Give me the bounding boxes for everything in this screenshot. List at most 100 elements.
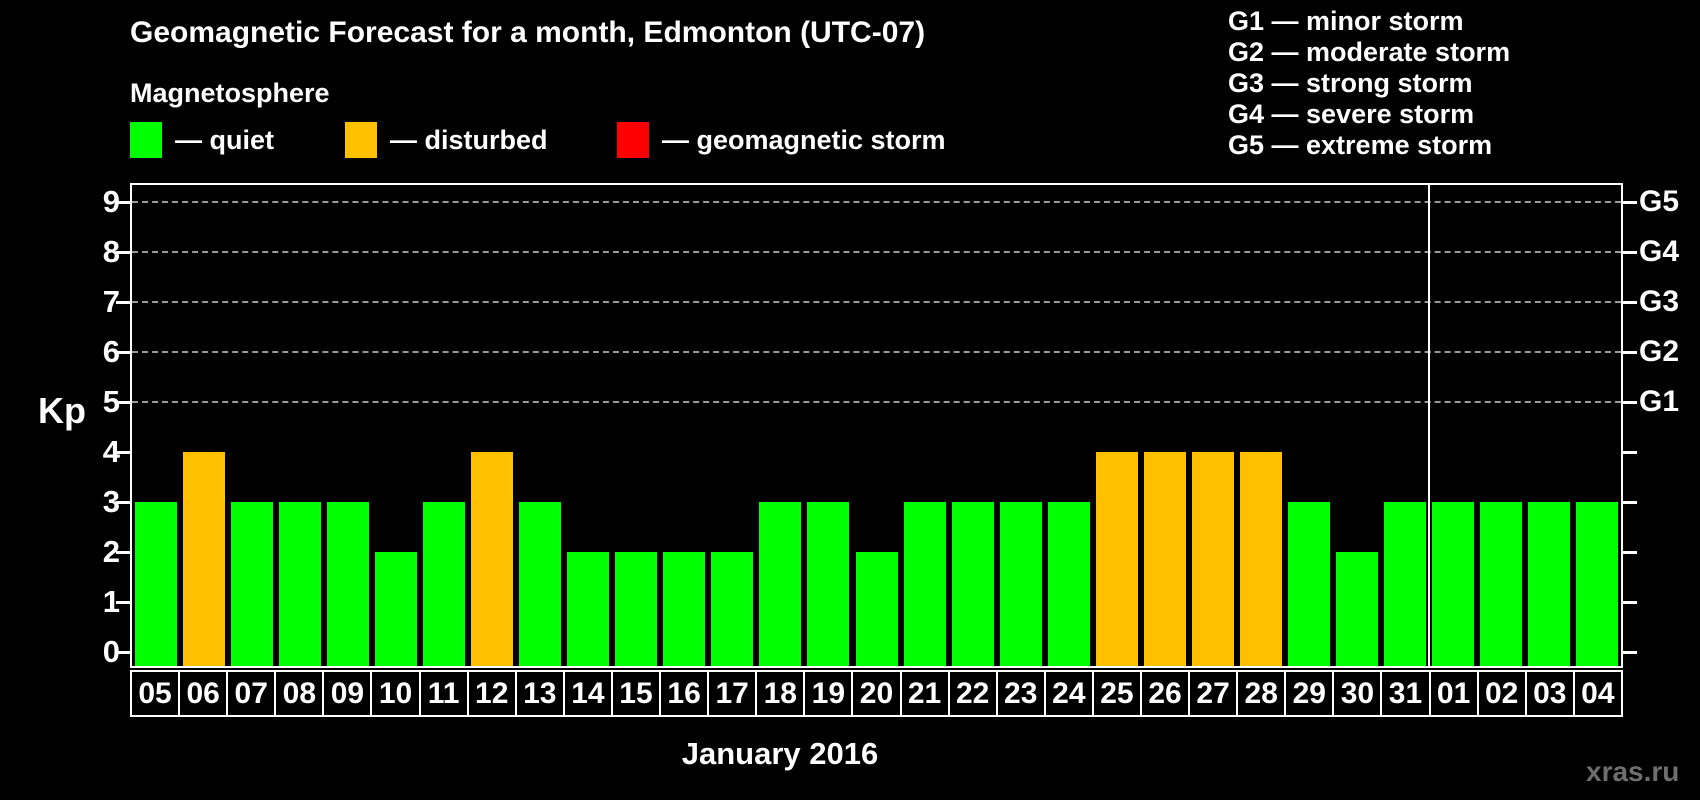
right-tick-kp3 <box>1623 501 1637 504</box>
day-cell-12: 12 <box>467 671 516 716</box>
kp-bar-day-23 <box>999 502 1042 666</box>
kp-bar-day-08 <box>279 502 322 666</box>
day-cell-10: 10 <box>371 671 420 716</box>
gridline-kp5 <box>132 401 1621 403</box>
kp-bar-day-24 <box>1047 502 1090 666</box>
legend-label-disturbed: — disturbed <box>390 124 548 155</box>
g5-legend-line: G5 — extreme storm <box>1228 130 1493 160</box>
kp-bar-day-01 <box>1431 502 1474 666</box>
right-label-g2: G2 <box>1639 335 1680 368</box>
left-tick-kp0 <box>116 651 130 654</box>
legend-label-quiet: — quiet <box>175 124 274 155</box>
kp-bar-day-25 <box>1095 452 1138 666</box>
right-tick-kp6 <box>1623 351 1637 354</box>
right-label-g1: G1 <box>1639 385 1680 418</box>
day-cell-15: 15 <box>611 671 661 716</box>
g4-legend-line: G4 — severe storm <box>1228 99 1475 129</box>
watermark: xras.ru <box>1586 756 1680 787</box>
storm-scale-legend: G1 — minor storm G2 — moderate storm G3 … <box>1228 6 1510 161</box>
kp-bar-day-18 <box>759 502 802 666</box>
right-tick-kp4 <box>1623 451 1637 454</box>
kp-bar-chart <box>130 183 1623 668</box>
y-tick-label-8: 8 <box>102 234 120 269</box>
gridline-kp8 <box>132 251 1621 253</box>
kp-bar-day-30 <box>1335 552 1378 666</box>
legend-item-quiet: — quiet <box>130 120 274 160</box>
day-cell-11: 11 <box>419 671 468 716</box>
day-cell-21: 21 <box>900 671 949 716</box>
day-cell-24: 24 <box>1044 671 1093 716</box>
left-tick-kp3 <box>116 501 130 504</box>
y-tick-label-1: 1 <box>102 584 120 619</box>
kp-bar-day-06 <box>183 452 226 666</box>
day-cell-13: 13 <box>515 671 564 716</box>
storm-color-swatch <box>617 122 649 158</box>
disturbed-color-swatch <box>345 122 377 158</box>
day-cell-22: 22 <box>948 671 997 716</box>
kp-bar-day-22 <box>951 502 994 666</box>
kp-bar-day-05 <box>135 502 178 666</box>
day-cell-01: 01 <box>1429 671 1478 716</box>
day-cell-07: 07 <box>227 671 276 716</box>
kp-bar-day-31 <box>1383 502 1426 666</box>
kp-bar-day-11 <box>423 502 466 666</box>
kp-bar-day-28 <box>1239 452 1282 666</box>
day-cell-25: 25 <box>1092 671 1141 716</box>
day-cell-03: 03 <box>1525 671 1574 716</box>
legend-label-storm: — geomagnetic storm <box>662 124 946 155</box>
y-tick-label-2: 2 <box>102 534 120 569</box>
g1-legend-line: G1 — minor storm <box>1228 6 1464 36</box>
left-tick-kp9 <box>116 201 130 204</box>
kp-bar-day-14 <box>567 552 610 666</box>
x-axis-day-labels: 05 06 07 08 09 10 11 12 13 14 15 16 17 18 19 20 21 22 23 24… <box>130 670 1623 717</box>
gridline-kp9 <box>132 201 1621 203</box>
left-tick-kp6 <box>116 351 130 354</box>
gridline-kp6 <box>132 351 1621 353</box>
kp-bar-day-07 <box>231 502 274 666</box>
kp-bar-day-12 <box>471 452 514 666</box>
kp-bar-day-20 <box>855 552 898 666</box>
right-tick-kp5 <box>1623 401 1637 404</box>
g2-legend-line: G2 — moderate storm <box>1228 37 1511 67</box>
day-cell-04: 04 <box>1573 671 1622 716</box>
kp-bar-day-16 <box>663 552 706 666</box>
day-cell-16: 16 <box>660 671 709 716</box>
kp-bar-day-19 <box>807 502 850 666</box>
right-tick-kp9 <box>1623 201 1637 204</box>
day-cell-28: 28 <box>1237 671 1286 716</box>
day-cell-08: 08 <box>275 671 324 716</box>
day-cell-02: 02 <box>1477 671 1526 716</box>
left-tick-kp8 <box>116 251 130 254</box>
day-cell-20: 20 <box>852 671 901 716</box>
gridline-kp7 <box>132 301 1621 303</box>
kp-bar-day-29 <box>1287 502 1330 666</box>
day-cell-06: 06 <box>179 671 228 716</box>
magnetosphere-label: Magnetosphere <box>130 78 330 108</box>
y-tick-label-5: 5 <box>102 384 120 419</box>
right-label-g5: G5 <box>1639 185 1680 218</box>
right-tick-kp2 <box>1623 551 1637 554</box>
left-tick-kp5 <box>116 401 130 404</box>
legend-item-storm: — geomagnetic storm <box>617 120 946 160</box>
right-tick-kp1 <box>1623 601 1637 604</box>
kp-bar-day-26 <box>1143 452 1186 666</box>
right-tick-kp8 <box>1623 251 1637 254</box>
y-tick-label-6: 6 <box>102 334 120 369</box>
g3-legend-line: G3 — strong storm <box>1228 68 1473 98</box>
kp-bar-day-09 <box>327 502 370 666</box>
right-tick-kp0 <box>1623 651 1637 654</box>
day-cell-05: 05 <box>131 671 180 716</box>
day-cell-18: 18 <box>756 671 805 716</box>
kp-bar-day-03 <box>1527 502 1570 666</box>
y-tick-label-4: 4 <box>102 434 120 469</box>
month-boundary-line <box>1427 185 1430 666</box>
day-cell-14: 14 <box>563 671 612 716</box>
y-tick-label-0: 0 <box>102 634 120 669</box>
left-tick-kp1 <box>116 601 130 604</box>
kp-bar-day-17 <box>711 552 754 666</box>
left-tick-kp7 <box>116 301 130 304</box>
y-axis-label: Kp <box>38 390 86 431</box>
day-cell-30: 30 <box>1333 671 1382 716</box>
left-tick-kp2 <box>116 551 130 554</box>
day-cell-27: 27 <box>1189 671 1238 716</box>
